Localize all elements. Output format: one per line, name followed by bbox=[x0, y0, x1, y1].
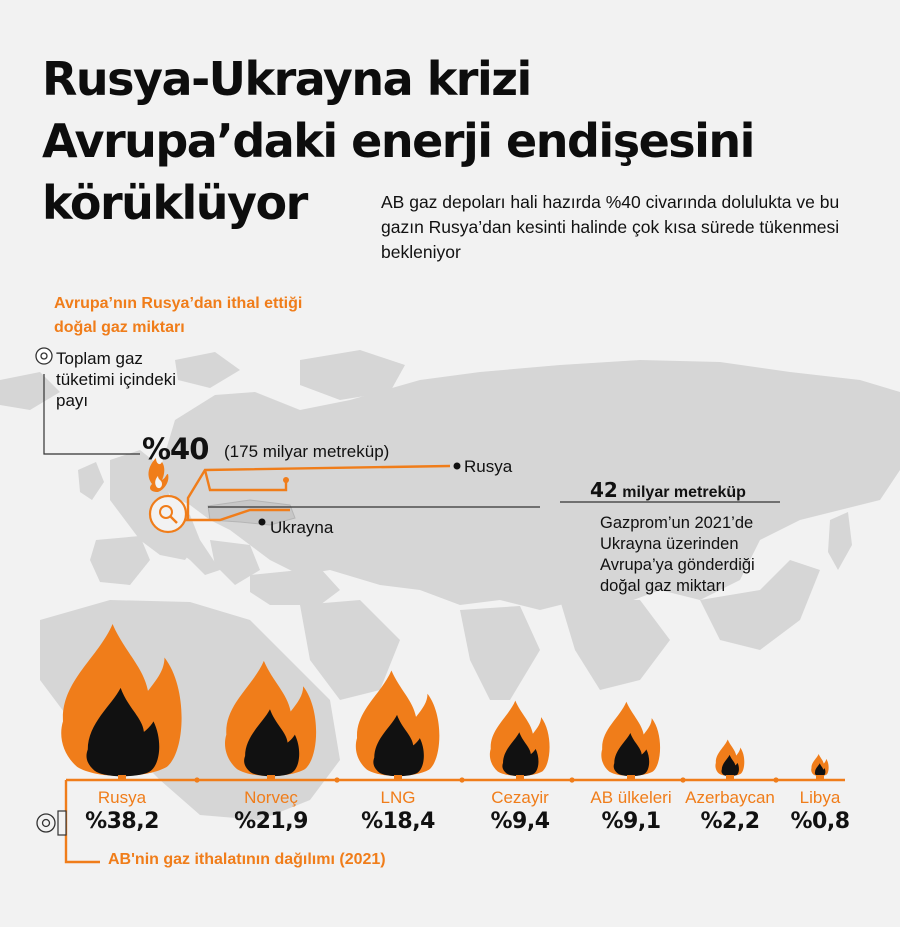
transit-desc-line-3: Avrupa’ya gönderdiği bbox=[600, 556, 755, 574]
transit-amount-number: 42 bbox=[590, 478, 618, 502]
import-heading-line-1: Avrupa’nın Rusya’dan ithal ettiği bbox=[54, 295, 303, 312]
pipeline-joint bbox=[773, 777, 779, 783]
flame-icon bbox=[601, 701, 661, 780]
flame-icon bbox=[489, 700, 550, 780]
supplier-share: %0,8 bbox=[790, 809, 850, 834]
import-heading-line-2: doğal gaz miktarı bbox=[54, 319, 185, 336]
pipeline-joint bbox=[459, 777, 465, 783]
pipeline-joint bbox=[680, 777, 686, 783]
transit-desc-line-2: Ukrayna üzerinden bbox=[600, 535, 739, 553]
pipeline-joint bbox=[194, 777, 200, 783]
transit-amount-unit: milyar metreküp bbox=[622, 484, 746, 501]
supplier-item-lng: LNG %18,4 bbox=[333, 788, 463, 836]
flame-icon bbox=[715, 739, 745, 780]
pipe-valve-icon bbox=[148, 494, 188, 534]
supplier-name: AB ülkeleri bbox=[590, 788, 672, 807]
flame-icon bbox=[61, 624, 182, 780]
transit-description: Gazprom’un 2021’de Ukrayna üzerinden Avr… bbox=[600, 513, 840, 597]
flame-icon bbox=[355, 670, 440, 780]
russia-dot bbox=[453, 462, 461, 470]
share-label-line-2: tüketimi içindeki bbox=[56, 370, 176, 389]
pipeline-branch bbox=[64, 780, 100, 864]
supplier-item-libya: Libya %0,8 bbox=[755, 788, 885, 836]
title-line-2: Avrupa’daki enerji endişesini bbox=[42, 114, 755, 168]
supplier-share: %2,2 bbox=[700, 809, 760, 834]
pipeline-russia bbox=[180, 464, 451, 522]
supplier-item-norvec: Norveç %21,9 bbox=[206, 788, 336, 836]
flame-icon bbox=[811, 754, 829, 780]
transit-amount: 42 milyar metreküp bbox=[590, 478, 746, 502]
pipeline-joint bbox=[569, 777, 575, 783]
title-line-1: Rusya-Ukrayna krizi bbox=[42, 52, 532, 106]
flame-icon bbox=[224, 660, 317, 780]
flame-icon bbox=[148, 458, 169, 492]
supplier-share: %9,1 bbox=[601, 809, 661, 834]
pipeline-joint bbox=[334, 777, 340, 783]
supplier-item-cezayir: Cezayir %9,4 bbox=[455, 788, 585, 836]
supplier-item-azerbaycan: Azerbaycan %2,2 bbox=[665, 788, 795, 836]
supplier-share: %9,4 bbox=[490, 809, 550, 834]
share-label-line-1: Toplam gaz bbox=[56, 349, 143, 368]
import-volume: (175 milyar metreküp) bbox=[224, 442, 390, 461]
transit-desc-line-4: doğal gaz miktarı bbox=[600, 577, 726, 595]
gas-meter-icon bbox=[35, 347, 53, 365]
gas-meter-icon bbox=[36, 810, 67, 836]
supplier-name: LNG bbox=[380, 788, 416, 807]
share-label: Toplam gaz tüketimi içindeki payı bbox=[56, 348, 256, 411]
ukraine-dot bbox=[258, 518, 266, 526]
page-title: Rusya-Ukrayna krizi Avrupa’daki enerji e… bbox=[42, 48, 882, 234]
supplier-name: Cezayir bbox=[491, 788, 549, 807]
supplier-name: Norveç bbox=[244, 788, 298, 807]
transit-desc-line-1: Gazprom’un 2021’de bbox=[600, 514, 754, 532]
map-label-ukraine: Ukrayna bbox=[270, 518, 334, 537]
supplier-name: Azerbaycan bbox=[685, 788, 775, 807]
supplier-name: Libya bbox=[799, 788, 841, 807]
supplier-share: %18,4 bbox=[361, 809, 435, 834]
subtitle: AB gaz depoları hali hazırda %40 civarın… bbox=[381, 192, 840, 262]
suppliers-heading: AB'nin gaz ithalatının dağılımı (2021) bbox=[108, 851, 386, 868]
supplier-share: %21,9 bbox=[234, 809, 308, 834]
supplier-share: %38,2 bbox=[85, 809, 159, 834]
supplier-name: Rusya bbox=[97, 788, 147, 807]
share-label-line-3: payı bbox=[56, 391, 89, 410]
title-line-3: körüklüyor bbox=[42, 176, 308, 230]
map-label-russia: Rusya bbox=[464, 457, 513, 476]
supplier-item-rusya: Rusya %38,2 bbox=[57, 788, 187, 836]
connector-lines bbox=[43, 374, 780, 508]
supplier-flames bbox=[36, 624, 845, 864]
supplier-item-ab-ulkeleri: AB ülkeleri %9,1 bbox=[566, 788, 696, 836]
share-value: %40 bbox=[142, 432, 209, 466]
import-heading: Avrupa’nın Rusya’dan ithal ettiği doğal … bbox=[54, 292, 414, 340]
